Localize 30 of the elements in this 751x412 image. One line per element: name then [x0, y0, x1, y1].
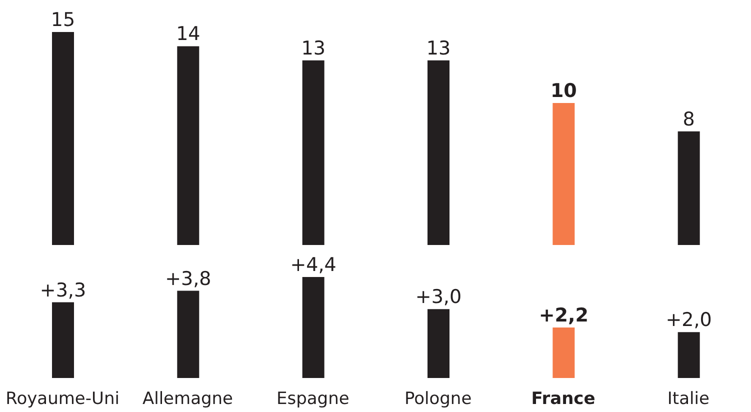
- data-label: 15: [50, 9, 76, 31]
- x-tick-label: Allemagne: [142, 389, 234, 409]
- bar: [428, 60, 450, 245]
- bar: [428, 309, 450, 378]
- data-label: +3,0: [415, 286, 462, 308]
- bar: [552, 328, 575, 378]
- data-label: +2,0: [666, 309, 712, 332]
- bar: [552, 103, 575, 245]
- x-tick-label: France: [531, 389, 596, 409]
- bar: [52, 32, 74, 245]
- x-tick-label: Royaume-Uni: [6, 389, 120, 409]
- x-tick-label: Espagne: [276, 389, 350, 409]
- data-label: 14: [176, 23, 200, 46]
- x-tick-label: Pologne: [404, 389, 472, 409]
- data-label: 10: [550, 80, 577, 102]
- bar: [302, 60, 324, 245]
- data-label: 13: [426, 37, 451, 60]
- data-label: +2,2: [538, 304, 588, 326]
- bar: [302, 277, 324, 378]
- bar: [678, 332, 700, 378]
- data-label: +3,8: [165, 268, 212, 290]
- bar: [52, 302, 74, 378]
- bar: [177, 290, 200, 378]
- data-label: +4,4: [290, 254, 336, 276]
- data-label: +3,3: [40, 279, 86, 302]
- bar: [678, 131, 700, 245]
- data-label: 8: [682, 108, 695, 130]
- bar: [177, 46, 200, 245]
- x-tick-label: Italie: [667, 389, 710, 409]
- data-label: 13: [301, 37, 326, 60]
